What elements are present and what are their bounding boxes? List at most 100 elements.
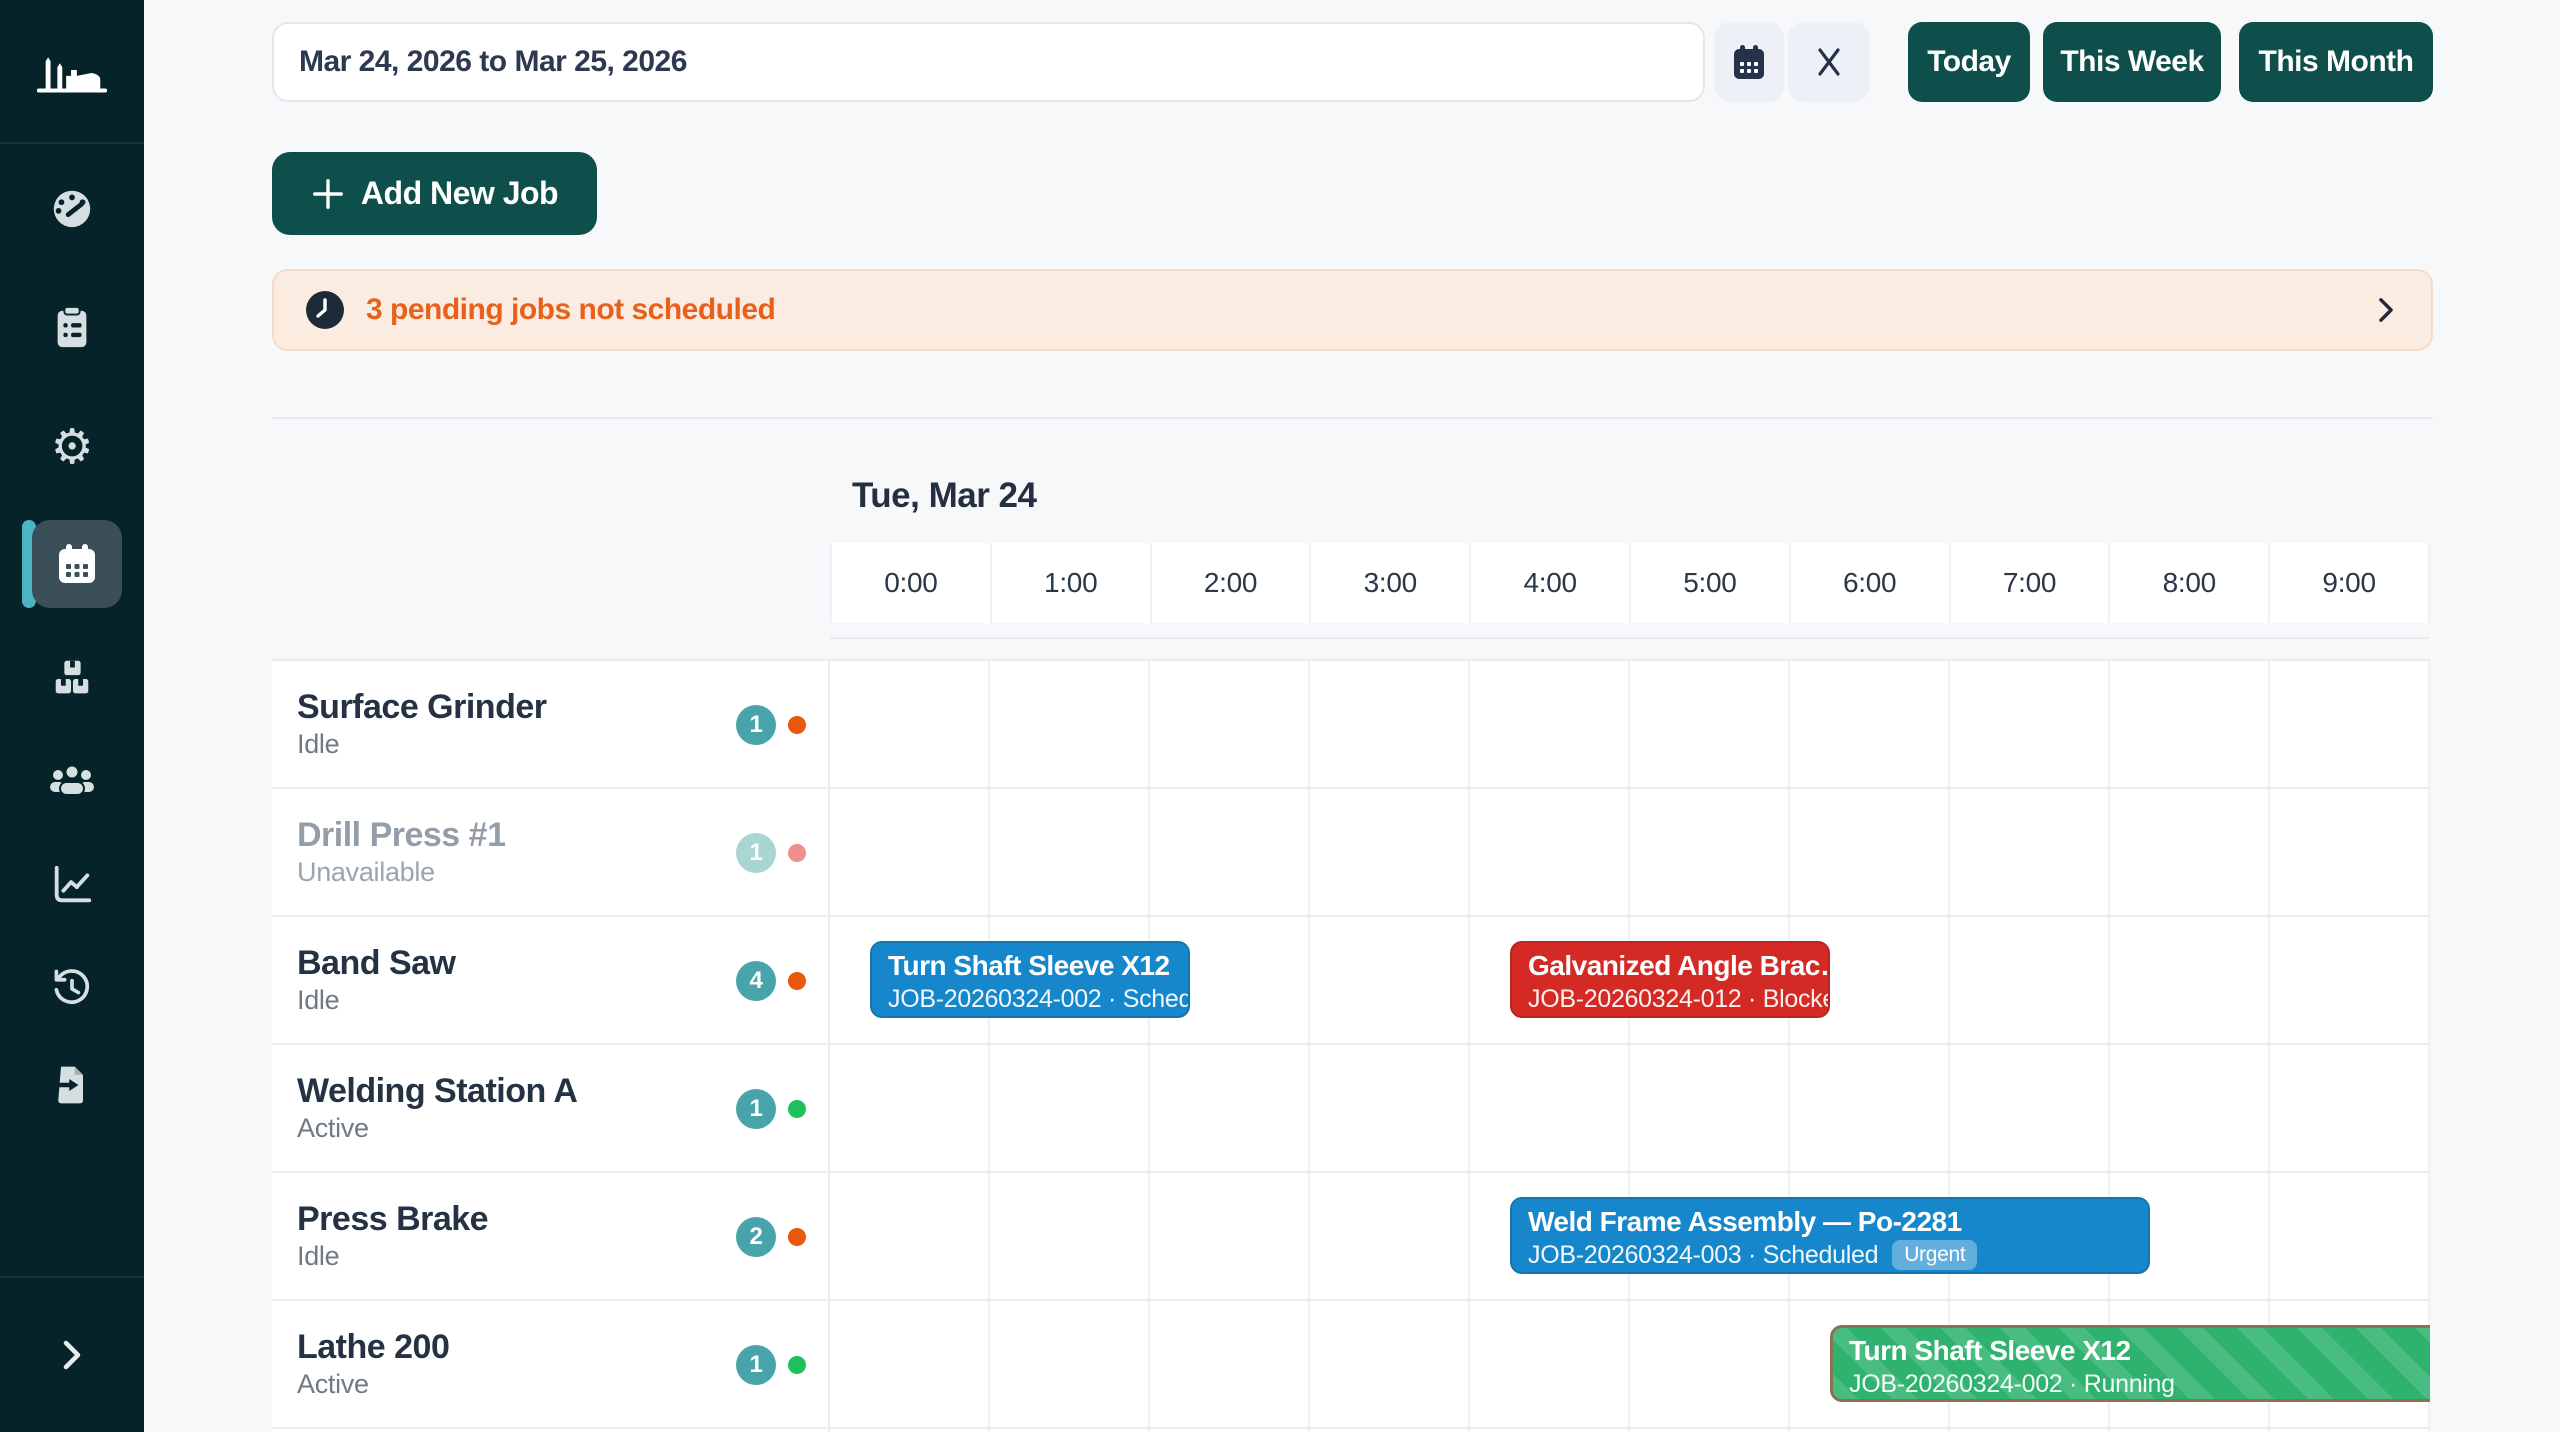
time-tick: 3:00: [1311, 543, 1472, 623]
job-subtitle: JOB-20260324-003 · Scheduled Urgent: [1528, 1240, 2148, 1270]
schedule-day-heading: Tue, Mar 24: [852, 476, 1037, 515]
machine-label: Welding Station A Active 1: [272, 1045, 830, 1171]
sidebar-divider: [0, 1276, 144, 1278]
job-subtitle: JOB-20260324-002 · Scheduled: [888, 985, 1188, 1013]
alert-message: 3 pending jobs not scheduled: [366, 293, 776, 326]
pending-jobs-alert[interactable]: 3 pending jobs not scheduled: [272, 269, 2433, 351]
time-tick: 6:00: [1791, 543, 1951, 623]
queue-count-badge: 1: [736, 1089, 776, 1129]
add-new-job-button[interactable]: Add New Job: [272, 152, 597, 235]
queue-count-badge: 1: [736, 705, 776, 745]
sidebar-item-dashboard[interactable]: [0, 171, 144, 243]
machine-label: [272, 1429, 830, 1432]
job-block-galvanized-angle-blocked[interactable]: Galvanized Angle Brac… JOB-20260324-012 …: [1510, 941, 1830, 1018]
machine-status: Idle: [297, 985, 340, 1015]
sidebar-item-jobs[interactable]: [0, 291, 144, 363]
schedule-slot-area[interactable]: [830, 661, 2430, 787]
job-title: Weld Frame Assembly — Po-2281: [1528, 1206, 1962, 1237]
sidebar-item-export[interactable]: [0, 1049, 144, 1121]
machine-name: Lathe 200: [297, 1328, 450, 1366]
chart-line-icon: [54, 865, 92, 903]
job-subtitle-text: JOB-20260324-003 · Scheduled: [1528, 1241, 1879, 1269]
time-tick: 2:00: [1152, 543, 1312, 623]
time-tick: 1:00: [992, 543, 1152, 623]
sidebar-item-settings[interactable]: ⚙: [0, 411, 144, 483]
machine-status: Active: [297, 1369, 369, 1399]
schedule-slot-area[interactable]: [830, 789, 2430, 915]
machine-status-dot: [788, 844, 806, 862]
schedule-slot-area[interactable]: [830, 1045, 2430, 1171]
jobs-layer: Turn Shaft Sleeve X12 JOB-20260324-002 ·…: [830, 659, 2430, 1427]
machine-name: Drill Press #1: [297, 816, 506, 854]
sidebar-item-history[interactable]: [0, 952, 144, 1024]
time-axis-header: 0:00 1:00 2:00 3:00 4:00 5:00 6:00 7:00 …: [830, 543, 2430, 623]
machine-status: Active: [297, 1113, 369, 1143]
calendar-icon: [1734, 45, 1764, 79]
machine-name: Press Brake: [297, 1200, 489, 1238]
job-title: Turn Shaft Sleeve X12: [1849, 1335, 2131, 1366]
alert-expand-button[interactable]: [2373, 293, 2399, 327]
chevron-right-icon: [63, 1340, 81, 1370]
machine-status-dot: [788, 1356, 806, 1374]
job-subtitle: JOB-20260324-002 · Running: [1849, 1370, 2175, 1398]
machine-status-dot: [788, 972, 806, 990]
machine-label: Surface Grinder Idle 1: [272, 661, 830, 787]
machine-name: Surface Grinder: [297, 688, 547, 726]
machine-rows: Surface Grinder Idle 1 Drill Press #1 Un…: [272, 659, 2430, 1432]
section-divider: [272, 417, 2433, 419]
close-icon: [1818, 48, 1840, 76]
sidebar-item-inventory[interactable]: [0, 643, 144, 715]
clock-icon: [306, 291, 344, 329]
job-block-weld-frame-assembly[interactable]: Weld Frame Assembly — Po-2281 JOB-202603…: [1510, 1197, 2150, 1274]
machine-status: Idle: [297, 1241, 340, 1271]
queue-count-badge: 4: [736, 961, 776, 1001]
sidebar-item-team[interactable]: [0, 746, 144, 818]
machine-status-dot: [788, 1228, 806, 1246]
machine-label: Press Brake Idle 2: [272, 1173, 830, 1299]
sidebar-collapse-button[interactable]: [0, 1319, 144, 1391]
machine-row-press-brake: Press Brake Idle 2: [272, 1171, 2430, 1299]
job-subtitle: JOB-20260324-012 · Blocked: [1528, 985, 1828, 1013]
sidebar: ⚙: [0, 0, 144, 1432]
schedule-slot-area[interactable]: [830, 1173, 2430, 1299]
schedule-slot-area: [830, 1429, 2430, 1432]
machine-label: Drill Press #1 Unavailable 1: [272, 789, 830, 915]
job-title: Turn Shaft Sleeve X12: [888, 950, 1170, 981]
today-button[interactable]: Today: [1908, 22, 2030, 102]
clear-date-button[interactable]: [1788, 22, 1870, 102]
clipboard-icon: [57, 305, 87, 348]
calendar-icon: [59, 544, 95, 583]
queue-count-badge: 1: [736, 833, 776, 873]
add-new-job-label: Add New Job: [360, 175, 559, 211]
sidebar-item-analytics[interactable]: [0, 849, 144, 921]
factory-logo-icon: [36, 57, 108, 93]
time-tick: 5:00: [1631, 543, 1791, 623]
app-logo: [0, 0, 144, 144]
users-icon: [50, 764, 94, 796]
chevron-right-icon: [2379, 298, 2393, 322]
job-block-turn-shaft-sleeve-running[interactable]: Turn Shaft Sleeve X12 JOB-20260324-002 ·…: [1830, 1325, 2430, 1402]
boxes-icon: [55, 660, 89, 694]
date-range-input[interactable]: [272, 22, 1705, 102]
open-calendar-button[interactable]: [1714, 22, 1784, 102]
machine-name: Band Saw: [297, 944, 456, 982]
queue-count-badge: 1: [736, 1345, 776, 1385]
sidebar-item-schedule-active[interactable]: [32, 520, 122, 608]
this-week-button[interactable]: This Week: [2043, 22, 2221, 102]
queue-count-badge: 2: [736, 1217, 776, 1257]
job-block-turn-shaft-sleeve-scheduled[interactable]: Turn Shaft Sleeve X12 JOB-20260324-002 ·…: [870, 941, 1190, 1018]
time-tick: 0:00: [832, 543, 992, 623]
machine-row-drill-press-1: Drill Press #1 Unavailable 1: [272, 787, 2430, 915]
time-tick: 8:00: [2110, 543, 2271, 623]
machine-status: Unavailable: [297, 857, 435, 887]
machine-name: Welding Station A: [297, 1072, 578, 1110]
gauge-icon: [53, 190, 91, 228]
machine-row-partial: [272, 1427, 2430, 1432]
time-tick: 9:00: [2270, 543, 2430, 623]
this-month-button[interactable]: This Month: [2239, 22, 2433, 102]
time-tick: 7:00: [1951, 543, 2111, 623]
machine-row-surface-grinder: Surface Grinder Idle 1: [272, 659, 2430, 787]
machine-label: Band Saw Idle 4: [272, 917, 830, 1043]
machine-row-band-saw: Band Saw Idle 4: [272, 915, 2430, 1043]
